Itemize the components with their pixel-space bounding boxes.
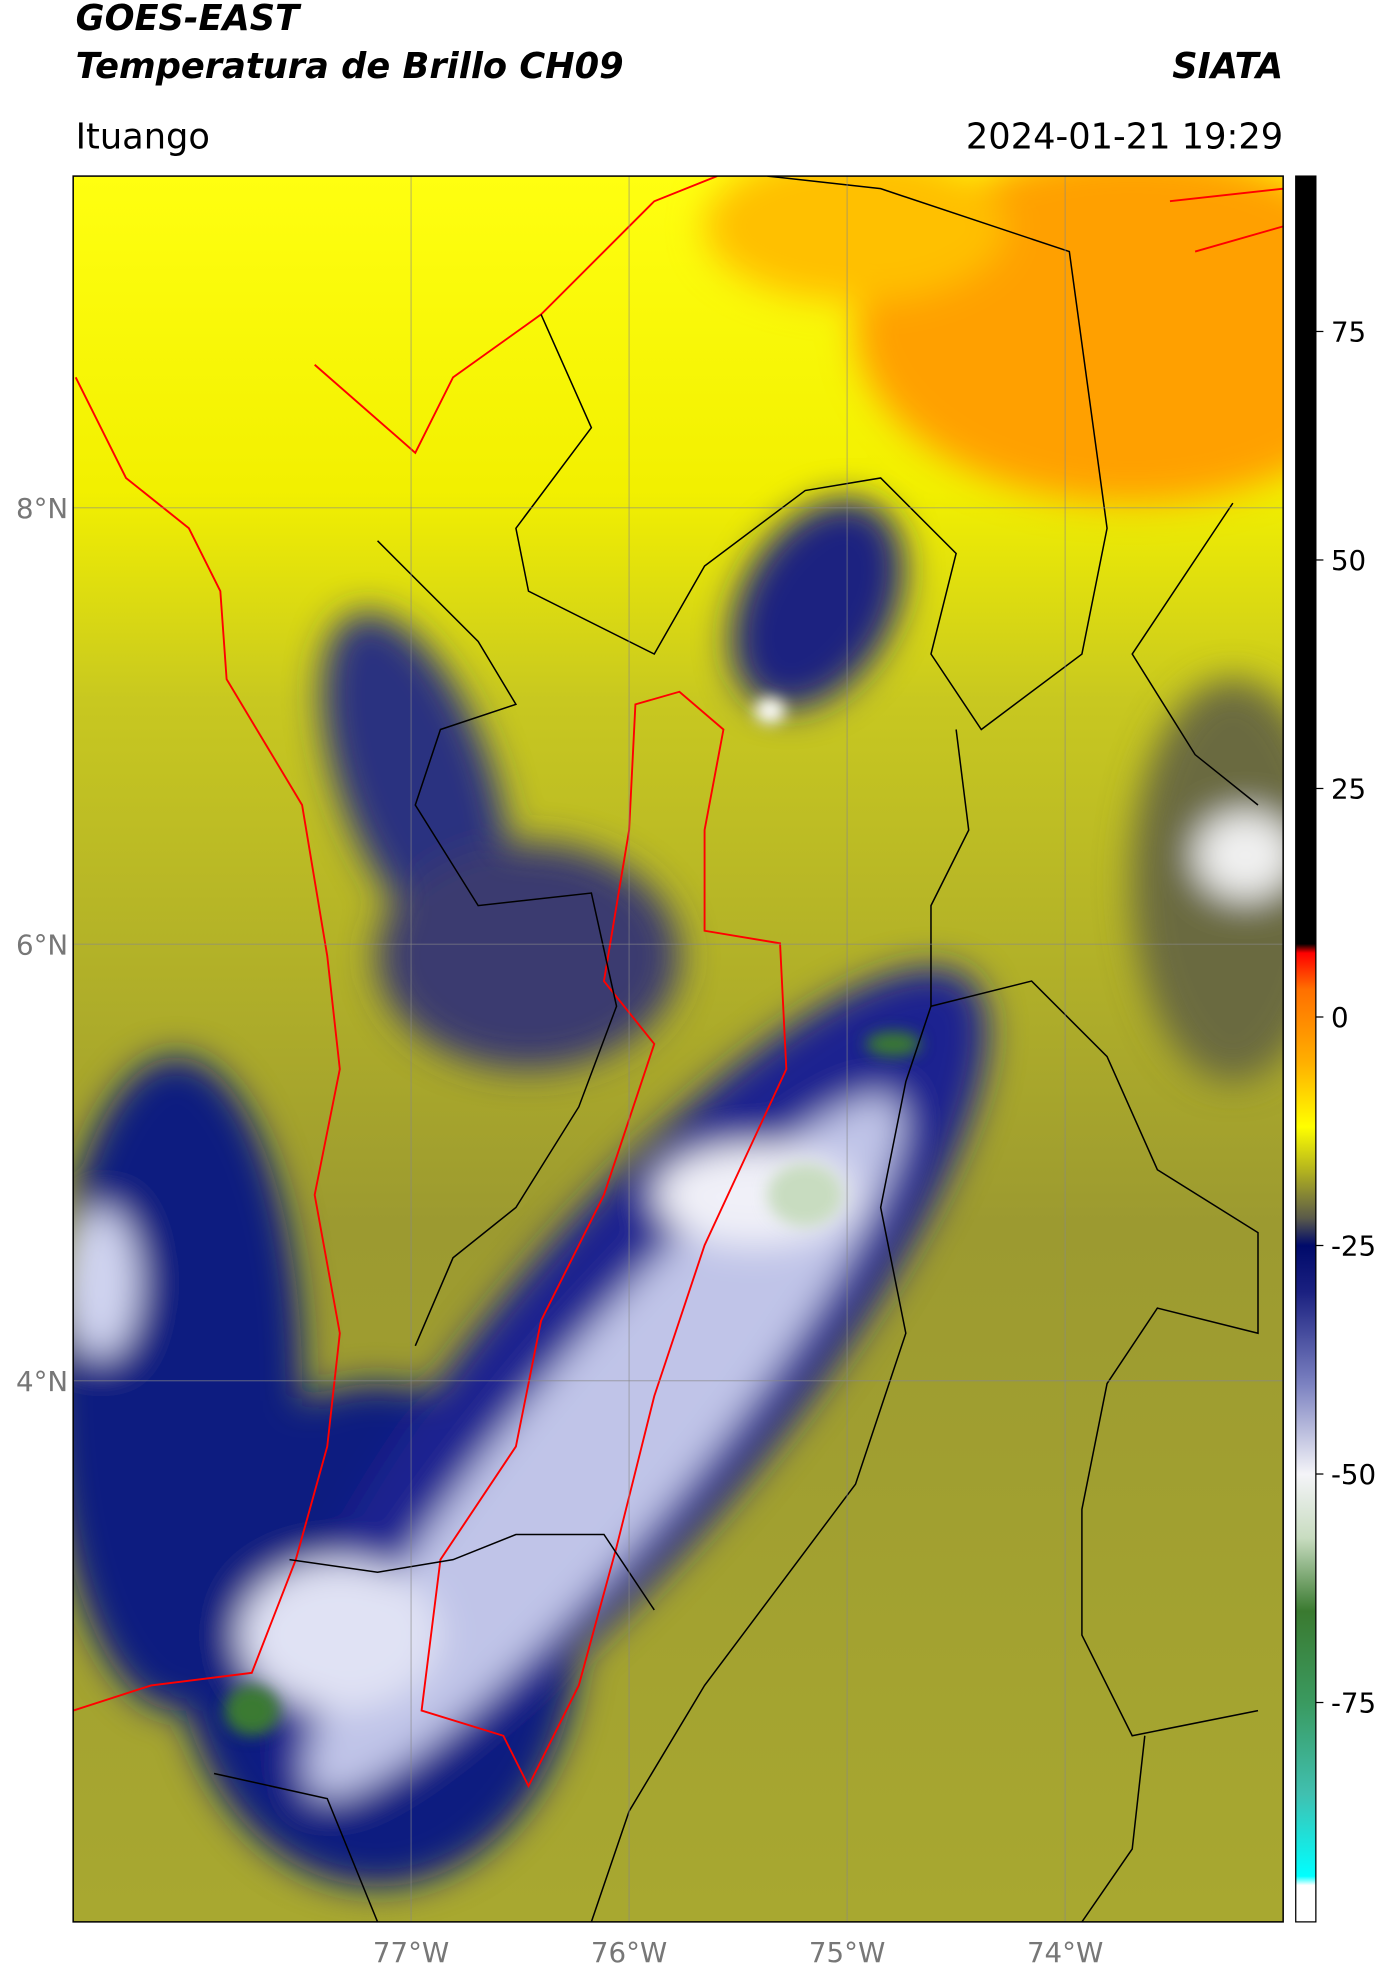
location: Ituango <box>76 116 210 157</box>
lat-tick-label: 4°N <box>16 1365 68 1398</box>
map-frame <box>72 175 1284 1923</box>
lat-tick-label: 8°N <box>16 492 68 525</box>
lon-tick-label: 77°W <box>373 1936 449 1969</box>
subtitle: Temperatura de Brillo CH09 <box>76 46 624 87</box>
lat-tick-label: 6°N <box>16 928 68 961</box>
lon-tick-label: 75°W <box>809 1936 885 1969</box>
org: SIATA <box>1172 46 1283 87</box>
colorbar-tick-label: 0 <box>1331 1001 1349 1034</box>
lon-tick-label: 76°W <box>591 1936 667 1969</box>
colorbar-tick-label: 25 <box>1331 773 1366 806</box>
map-image <box>73 176 1284 1922</box>
colorbar-tick-label: -25 <box>1331 1230 1376 1263</box>
title: GOES-EAST <box>76 0 302 39</box>
colorbar-tick-label: 75 <box>1331 316 1366 349</box>
lon-tick-label: 74°W <box>1027 1936 1103 1969</box>
colorbar-tick-label: -75 <box>1331 1687 1376 1720</box>
datetime: 2024-01-21 19:29 <box>966 116 1283 157</box>
colorbar <box>1295 175 1317 1923</box>
colorbar-tick-label: -50 <box>1331 1458 1376 1491</box>
colorbar-tick-label: 50 <box>1331 544 1366 577</box>
